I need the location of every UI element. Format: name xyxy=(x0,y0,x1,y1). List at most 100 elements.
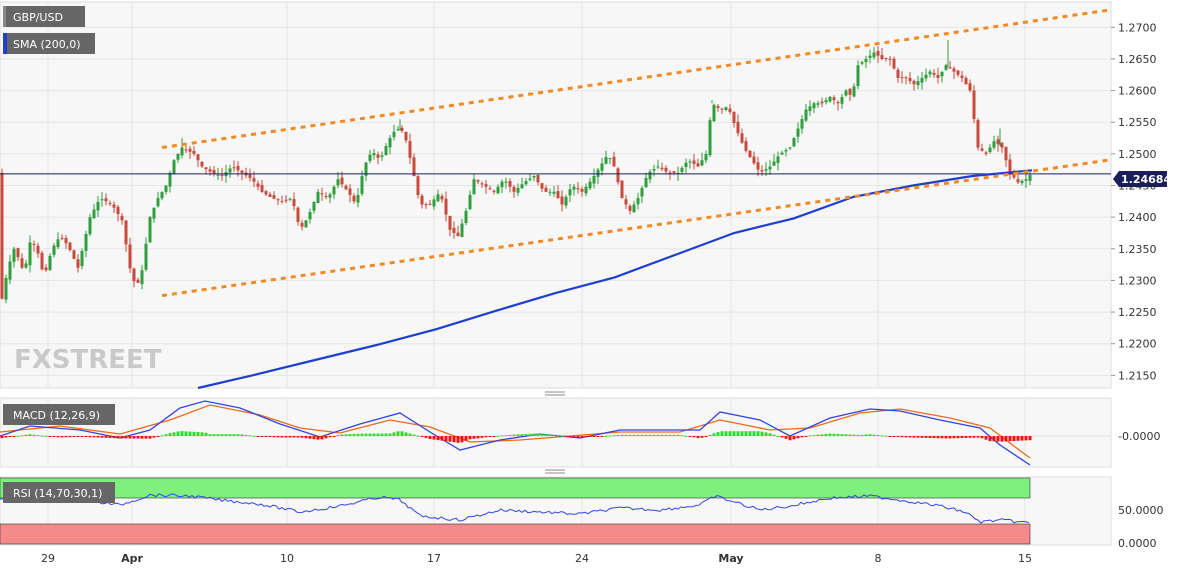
macd-histogram-bar xyxy=(316,436,320,440)
macd-histogram-bar xyxy=(468,436,472,440)
price-tick-label: 1.2400 xyxy=(1118,211,1157,224)
candle xyxy=(88,213,92,237)
macd-histogram-bar xyxy=(944,436,948,439)
candle xyxy=(188,146,192,159)
candle xyxy=(748,150,752,158)
macd-histogram-bar xyxy=(176,431,180,436)
macd-histogram-bar xyxy=(700,436,704,438)
candle-body xyxy=(428,203,432,205)
candle-body xyxy=(532,176,536,178)
macd-histogram-bar xyxy=(772,434,776,436)
candle-body xyxy=(92,209,96,219)
date-label: 24 xyxy=(575,552,589,565)
candle-body xyxy=(184,149,188,151)
macd-histogram-bar xyxy=(800,436,804,438)
rsi-tick-label: 0.0000 xyxy=(1118,537,1157,550)
candle xyxy=(816,100,820,108)
candle xyxy=(908,71,912,85)
macd-histogram-bar xyxy=(932,436,936,439)
candle-body xyxy=(708,120,712,156)
candle xyxy=(128,237,132,273)
candles xyxy=(0,39,1032,304)
macd-histogram-bar xyxy=(420,436,424,437)
macd-histogram-bar xyxy=(644,434,648,436)
candle-body xyxy=(40,252,44,270)
candle-body xyxy=(192,150,196,154)
candle-body xyxy=(564,196,568,206)
macd-histogram-bar xyxy=(332,436,336,437)
candle-body xyxy=(356,195,360,203)
candle-body xyxy=(684,162,688,168)
candle xyxy=(1008,154,1012,180)
macd-histogram-bar xyxy=(552,434,556,436)
candle-body xyxy=(396,129,400,131)
candle xyxy=(512,184,516,198)
candle xyxy=(568,184,572,202)
candle xyxy=(64,235,68,250)
macd-histogram-bar xyxy=(500,435,504,437)
candle-body xyxy=(216,174,220,176)
candle xyxy=(384,143,388,156)
macd-histogram-bar xyxy=(712,433,716,436)
macd-histogram-bar xyxy=(660,434,664,436)
candle-body xyxy=(388,138,392,148)
panel-splitter-1[interactable] xyxy=(545,391,565,396)
candle-body xyxy=(264,191,268,195)
macd-histogram-bar xyxy=(964,436,968,438)
candle-body xyxy=(748,150,752,158)
date-label: 10 xyxy=(280,552,294,565)
macd-histogram-bar xyxy=(640,434,644,436)
candle xyxy=(444,191,448,222)
candle-body xyxy=(732,111,736,124)
macd-histogram-bar xyxy=(924,436,928,438)
macd-histogram-bar xyxy=(300,436,304,438)
macd-histogram-bar xyxy=(452,436,456,443)
candle xyxy=(500,179,504,194)
macd-histogram-bar xyxy=(832,433,836,436)
candle xyxy=(856,60,860,90)
candle-body xyxy=(984,152,988,154)
candle xyxy=(736,114,740,137)
macd-histogram-bar xyxy=(184,431,188,436)
candle xyxy=(160,191,164,201)
candle-body xyxy=(424,204,428,206)
macd-histogram-bar xyxy=(608,435,612,437)
candle-body xyxy=(772,161,776,166)
macd-histogram-bar xyxy=(760,431,764,436)
macd-histogram-bar xyxy=(108,436,112,438)
candle xyxy=(248,168,252,182)
candle xyxy=(164,185,168,195)
candle-body xyxy=(504,181,508,183)
candle xyxy=(552,185,556,197)
candle xyxy=(688,159,692,169)
candle-body xyxy=(912,80,916,85)
panel-splitter-2[interactable] xyxy=(545,469,565,474)
candle xyxy=(412,153,416,177)
macd-histogram-bar xyxy=(768,433,772,436)
candle xyxy=(256,180,260,191)
macd-histogram-bar xyxy=(48,436,52,437)
macd-histogram-bar xyxy=(908,436,912,438)
candle xyxy=(720,107,724,115)
price-tick-label: 1.2650 xyxy=(1118,53,1157,66)
price-tick-label: 1.2700 xyxy=(1118,21,1157,34)
candle-body xyxy=(820,101,824,104)
macd-histogram-bar xyxy=(604,435,608,437)
macd-histogram-bar xyxy=(664,434,668,436)
macd-histogram-bar xyxy=(784,436,788,439)
candle-body xyxy=(936,74,940,78)
macd-histogram-bar xyxy=(1028,436,1032,441)
candle xyxy=(648,169,652,184)
candle-body xyxy=(436,194,440,202)
candle xyxy=(728,104,732,115)
macd-histogram-bar xyxy=(76,436,80,437)
rsi-label-text: RSI (14,70,30,1) xyxy=(13,487,102,500)
candle xyxy=(172,158,176,175)
macd-histogram-bar xyxy=(92,436,96,438)
candle-body xyxy=(124,220,128,245)
candle xyxy=(796,122,800,143)
macd-histogram-bar xyxy=(472,436,476,439)
macd-histogram-bar xyxy=(524,433,528,436)
macd-histogram-bar xyxy=(124,436,128,439)
macd-label: MACD (12,26,9) xyxy=(3,404,115,425)
